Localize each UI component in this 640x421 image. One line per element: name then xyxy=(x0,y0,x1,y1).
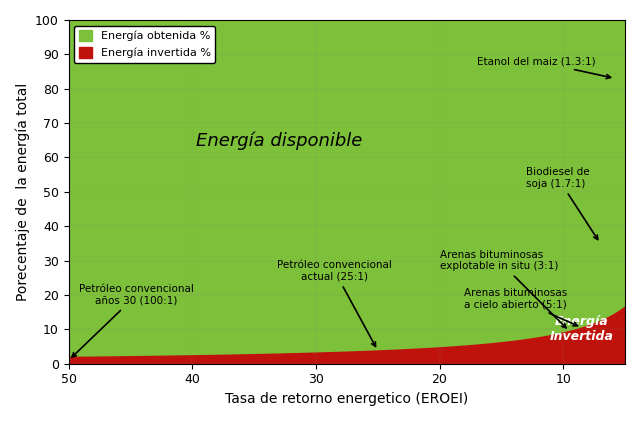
Text: Biodiesel de
soja (1.7:1): Biodiesel de soja (1.7:1) xyxy=(526,167,598,240)
Legend: Energía obtenida %, Energía invertida %: Energía obtenida %, Energía invertida % xyxy=(74,26,215,63)
Text: Arenas bituminosas
a cielo abierto (5:1): Arenas bituminosas a cielo abierto (5:1) xyxy=(464,288,577,326)
Text: Arenas bituminosas
explotable in situ (3:1): Arenas bituminosas explotable in situ (3… xyxy=(440,250,566,328)
X-axis label: Tasa de retorno energetico (EROEI): Tasa de retorno energetico (EROEI) xyxy=(225,392,468,406)
Text: Petróleo convencional
actual (25:1): Petróleo convencional actual (25:1) xyxy=(277,260,392,346)
Text: Energía
Invertida: Energía Invertida xyxy=(550,315,614,344)
Y-axis label: Porecentaje de  la energía total: Porecentaje de la energía total xyxy=(15,83,29,301)
Text: Petróleo convencional
años 30 (100:1): Petróleo convencional años 30 (100:1) xyxy=(72,284,194,357)
Text: Energía disponible: Energía disponible xyxy=(196,131,362,149)
Text: Etanol del maiz (1.3:1): Etanol del maiz (1.3:1) xyxy=(477,56,611,79)
